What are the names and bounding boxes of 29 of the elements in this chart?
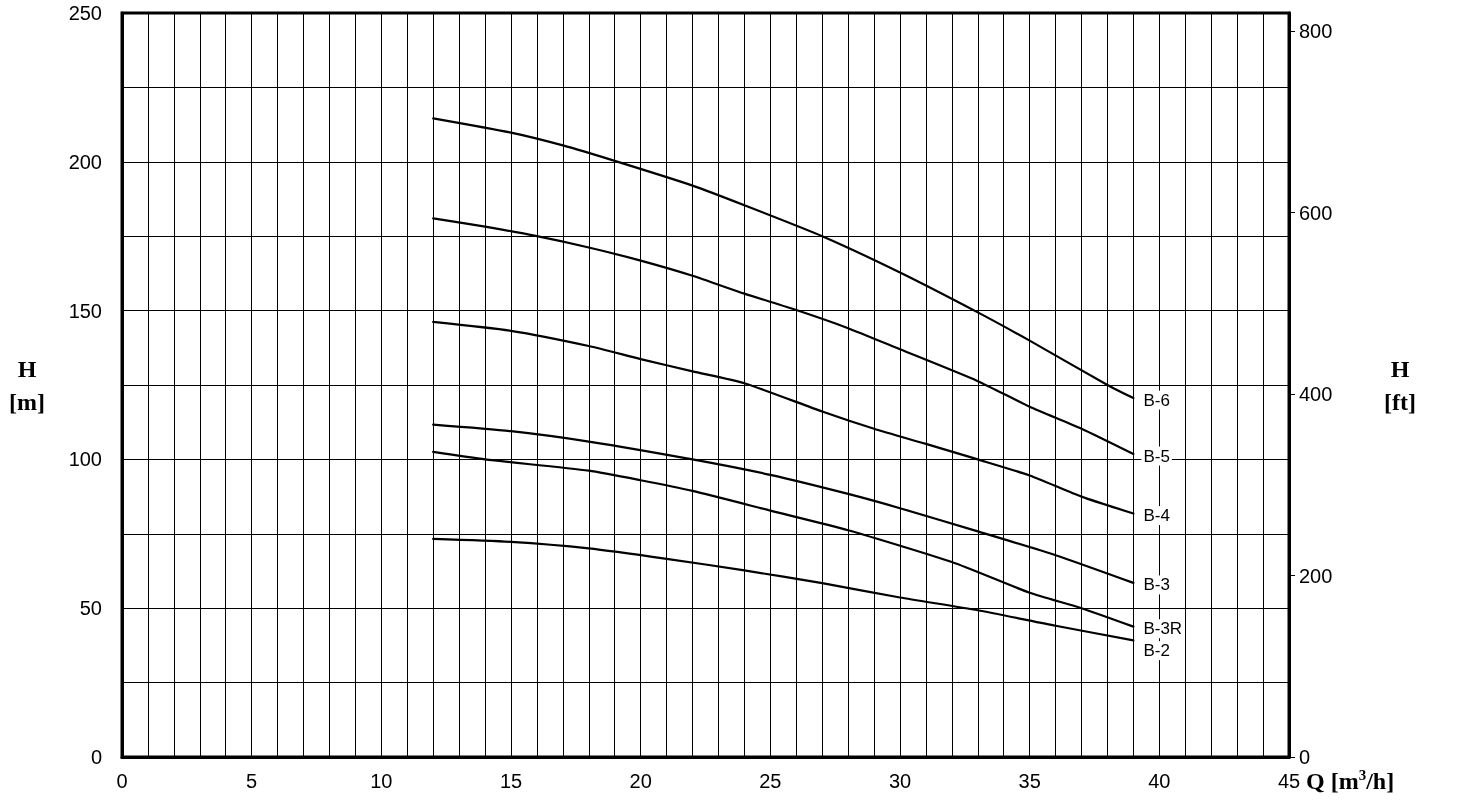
x-tick-label: 30 bbox=[888, 770, 912, 792]
y2-axis-title: H [ft] bbox=[1384, 355, 1416, 415]
y2-tick-label: 0 bbox=[1299, 746, 1311, 768]
x-tick-label: 45 bbox=[1277, 770, 1301, 792]
y2-tick-label: 400 bbox=[1299, 383, 1333, 406]
y2-tick-label: 800 bbox=[1299, 20, 1333, 43]
x-tick-label: 20 bbox=[629, 770, 652, 792]
x-tick-label: 15 bbox=[499, 770, 523, 792]
y-tick-label: 200 bbox=[68, 150, 102, 173]
x-tick-label: 5 bbox=[246, 770, 258, 792]
y2-tick-label: 600 bbox=[1299, 201, 1333, 224]
series-label: B-4 bbox=[1143, 506, 1170, 526]
x-tick-label: 35 bbox=[1018, 770, 1041, 792]
y2-tick-label: 200 bbox=[1299, 564, 1333, 587]
series-label: B-3R bbox=[1143, 619, 1183, 639]
y-tick-label: 50 bbox=[79, 597, 102, 620]
y-axis-title: H [m] bbox=[9, 355, 45, 415]
series-label: B-5 bbox=[1143, 446, 1170, 466]
y-tick-label: 0 bbox=[90, 746, 102, 768]
series-label: B-3 bbox=[1143, 575, 1170, 595]
y-tick-label: 150 bbox=[68, 299, 102, 322]
y-tick-label: 250 bbox=[68, 2, 102, 24]
series-label: B-6 bbox=[1143, 390, 1170, 410]
y-tick-label: 100 bbox=[68, 448, 102, 471]
x-tick-label: 0 bbox=[116, 770, 128, 792]
series-label: B-2 bbox=[1143, 641, 1170, 661]
x-tick-label: 40 bbox=[1148, 770, 1171, 792]
x-tick-label: 10 bbox=[370, 770, 393, 792]
x-tick-label: 25 bbox=[759, 770, 782, 792]
